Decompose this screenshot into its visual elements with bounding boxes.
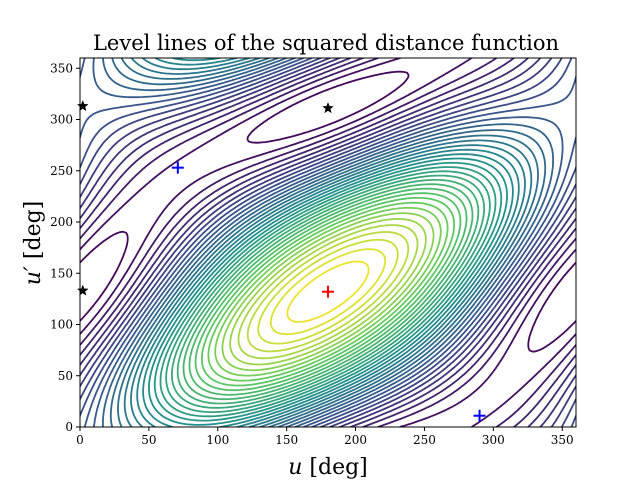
- saddle-star-marker: [76, 99, 89, 112]
- x-tick-label: 300: [482, 433, 505, 447]
- contour-level: [142, 58, 514, 427]
- contour-level: [92, 58, 564, 427]
- contour-level: [176, 179, 480, 405]
- contour-level: [269, 248, 387, 336]
- x-tick-label: 200: [344, 433, 367, 447]
- x-axis-ticks: 0 50 100 150 200 250 300 350: [76, 427, 574, 447]
- x-tick-label: 0: [76, 433, 84, 447]
- contour-level: [102, 58, 554, 427]
- contour-level: [117, 58, 539, 427]
- x-tick-label: 100: [206, 433, 229, 447]
- maximum-plus-marker: [322, 285, 334, 298]
- x-tick-label: 150: [275, 433, 298, 447]
- contour-level: [237, 224, 419, 360]
- minimum-plus-marker: [171, 161, 184, 174]
- contour-level: [80, 70, 576, 353]
- contour-level: [153, 161, 503, 422]
- contour-level: [207, 201, 449, 382]
- contour-level: [194, 192, 462, 392]
- contour-level: [159, 166, 497, 418]
- x-tick-label: 350: [551, 433, 574, 447]
- contour-level: [214, 206, 442, 377]
- contour-level: [171, 174, 485, 409]
- contour-level: [80, 58, 576, 427]
- contour-level: [130, 58, 526, 427]
- contour-level: [221, 212, 435, 372]
- contour-level: [80, 58, 576, 427]
- contour-level: [201, 197, 455, 387]
- y-tick-label: 350: [50, 61, 73, 75]
- contour-level: [246, 231, 410, 353]
- y-axis-label: u′ [deg]: [21, 201, 46, 286]
- x-tick-label: 50: [141, 433, 156, 447]
- contour-level: [229, 218, 427, 366]
- contour-level: [188, 187, 468, 396]
- y-tick-label: 300: [50, 113, 73, 127]
- contour-level: [165, 170, 491, 413]
- y-axis-ticks: 0 50 100 150 200 250 300 350: [50, 61, 80, 434]
- contour-level: [136, 58, 520, 427]
- contour-level: [109, 58, 547, 427]
- saddle-star-marker: [76, 284, 89, 296]
- x-axis-label: u [deg]: [288, 455, 368, 480]
- y-tick-label: 150: [50, 266, 73, 280]
- contour-level: [286, 260, 370, 323]
- contour-level: [257, 238, 399, 345]
- y-tick-label: 200: [50, 215, 73, 229]
- y-tick-label: 0: [65, 420, 73, 434]
- plot-frame: [79, 57, 577, 428]
- contour-level: [123, 58, 533, 427]
- x-tick-label: 250: [413, 433, 436, 447]
- critical-point-markers: [76, 99, 486, 422]
- contour-level: [148, 157, 508, 426]
- y-tick-label: 250: [50, 164, 73, 178]
- contour-level: [182, 183, 474, 401]
- saddle-star-marker: [322, 101, 334, 114]
- chart-title: Level lines of the squared distance func…: [93, 31, 559, 55]
- y-tick-label: 100: [50, 318, 73, 332]
- minimum-plus-marker: [473, 409, 486, 422]
- contour-lines: [80, 58, 576, 427]
- y-tick-label: 50: [58, 369, 73, 383]
